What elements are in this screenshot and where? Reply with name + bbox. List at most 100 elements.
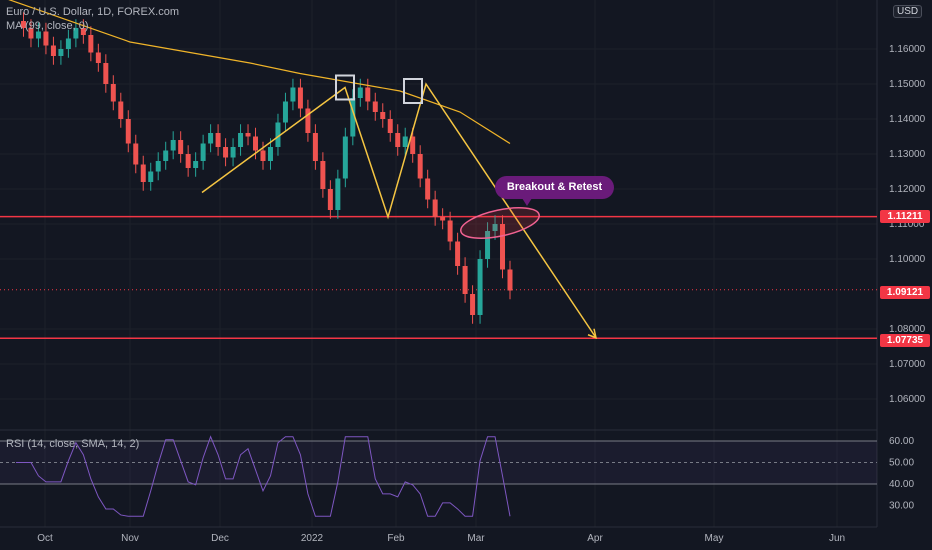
candle-body: [50, 45, 56, 56]
candle-body: [417, 154, 423, 179]
candle-body: [200, 143, 206, 161]
top-marker-box: [335, 74, 355, 101]
y-tick-label: 1.13000: [889, 149, 926, 160]
grid-lines: [0, 0, 877, 527]
candle-body: [148, 171, 154, 182]
current-price-tag: 1.09121: [880, 286, 930, 299]
candle-body: [275, 122, 281, 147]
candle-body: [297, 87, 303, 109]
candle-body: [440, 217, 446, 221]
candle-body: [357, 87, 363, 98]
candle-body: [133, 143, 139, 165]
candle-body: [73, 28, 79, 39]
candle-body: [395, 133, 401, 147]
candle-body: [305, 108, 311, 133]
candle-body: [402, 136, 408, 147]
candle-body: [320, 161, 326, 189]
candle-body: [193, 161, 199, 168]
candle-body: [425, 178, 431, 200]
candle-body: [230, 147, 236, 158]
zigzag-line: [201, 82, 597, 339]
resistance-price-tag: 1.11211: [880, 210, 930, 223]
candle-body: [155, 161, 161, 172]
x-tick-label: May: [705, 533, 724, 544]
candle-body: [470, 294, 476, 315]
candle-body: [110, 84, 116, 102]
candle-body: [387, 119, 393, 133]
x-tick-label: Nov: [121, 533, 139, 544]
breakout-retest-label: Breakout & Retest: [495, 176, 614, 199]
pattern-drawing[interactable]: [201, 74, 598, 339]
candle-body: [118, 101, 124, 119]
candle-body: [477, 259, 483, 315]
candles: [20, 12, 513, 324]
y-tick-label: 1.10000: [889, 254, 926, 265]
rsi-pane: 60.00 50.00 40.00 30.00: [0, 435, 914, 517]
candle-body: [103, 63, 109, 84]
currency-label[interactable]: USD: [893, 5, 923, 18]
candle-body: [95, 52, 101, 63]
candle-body: [20, 21, 26, 28]
y-tick-label: 1.06000: [889, 394, 926, 405]
y-tick-label: 1.07000: [889, 359, 926, 370]
horizontal-levels[interactable]: [0, 215, 877, 340]
candle-body: [492, 224, 498, 231]
candle-body: [267, 147, 273, 161]
y-tick-label: 1.16000: [889, 44, 926, 55]
rsi-legend: RSI (14, close, SMA, 14, 2): [6, 438, 140, 450]
candle-body: [215, 133, 221, 147]
target-price-tag: 1.07735: [880, 334, 930, 347]
candle-body: [432, 199, 438, 217]
candle-body: [163, 150, 169, 161]
candle-body: [507, 269, 513, 291]
candle-body: [312, 133, 318, 161]
x-tick-label: Feb: [387, 533, 405, 544]
candle-body: [335, 178, 341, 210]
candle-body: [462, 266, 468, 294]
candle-body: [327, 189, 333, 210]
candle-body: [65, 38, 71, 49]
ma-line: [8, 0, 511, 145]
candle-body: [88, 35, 94, 53]
rsi-tick-label: 50.00: [889, 458, 914, 469]
candle-body: [178, 140, 184, 154]
x-tick-label: Mar: [467, 533, 485, 544]
candle-body: [500, 224, 506, 270]
candle-body: [350, 98, 356, 137]
candle-body: [282, 101, 288, 123]
candle-body: [342, 136, 348, 179]
candle-body: [245, 133, 251, 137]
candle-body: [170, 140, 176, 151]
candle-body: [140, 164, 146, 182]
candle-body: [372, 101, 378, 112]
candle-body: [447, 220, 453, 242]
candle-body: [208, 133, 214, 144]
candle-body: [125, 119, 131, 144]
target-arrow-head: [587, 328, 598, 339]
rsi-line: [16, 435, 511, 517]
chart-title: Euro / U.S. Dollar, 1D, FOREX.com: [6, 6, 179, 18]
candle-body: [58, 49, 64, 56]
y-tick-label: 1.14000: [889, 114, 926, 125]
candle-body: [365, 87, 371, 102]
x-tick-label: Jun: [829, 533, 845, 544]
rsi-tick-label: 40.00: [889, 479, 914, 490]
rsi-tick-label: 30.00: [889, 501, 914, 512]
ma-legend: MA (99, close, 0): [6, 20, 89, 32]
candle-body: [260, 150, 266, 161]
callout-pointer: [522, 198, 532, 206]
y-tick-label: 1.11000: [889, 219, 925, 230]
ma-99-line: [8, 0, 511, 145]
candle-body: [35, 31, 41, 39]
candle-body: [253, 136, 259, 151]
candle-body: [80, 28, 86, 35]
x-tick-label: Oct: [37, 533, 53, 544]
x-tick-label: Dec: [211, 533, 229, 544]
candle-body: [43, 31, 49, 46]
breakout-highlight-ellipse: [460, 207, 540, 239]
x-tick-label: 2022: [301, 533, 324, 544]
candle-body: [238, 133, 244, 147]
candle-body: [380, 112, 386, 119]
